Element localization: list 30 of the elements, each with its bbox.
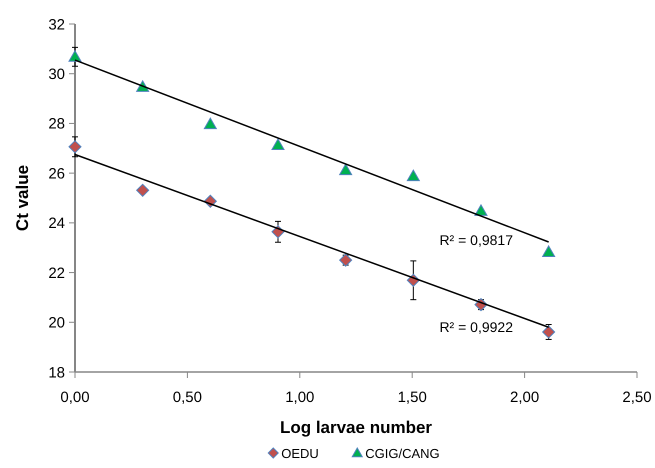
y-tick-label: 28 (48, 116, 65, 133)
x-tick-label: 2,00 (510, 389, 540, 406)
point (339, 254, 352, 267)
point (339, 164, 352, 176)
y-axis-title: Ct value (13, 164, 32, 232)
point (204, 118, 217, 130)
y-tick-label: 18 (48, 364, 65, 382)
annotation: R² = 0,9817 (439, 232, 514, 248)
legend-label: OEDU (281, 446, 319, 461)
point (68, 50, 82, 62)
x-tick-label: 0,00 (60, 389, 90, 406)
annotation: R² = 0,9922 (439, 319, 514, 335)
x-axis-title: Log larvae number (280, 418, 432, 437)
point (474, 204, 488, 216)
point (271, 138, 284, 150)
y-tick-label: 20 (48, 314, 65, 332)
point (68, 140, 82, 154)
legend-label: CGIG/CANG (365, 446, 440, 461)
point (136, 184, 150, 197)
y-tick-label: 26 (48, 165, 65, 182)
y-tick-label: 22 (48, 264, 65, 282)
y-tick-label: 24 (48, 215, 65, 232)
y-tick-label: 32 (48, 16, 65, 34)
x-tick-label: 2,50 (622, 389, 652, 406)
x-tick-label: 0,50 (172, 389, 202, 406)
y-tick-label: 30 (48, 66, 65, 83)
x-tick-label: 1,50 (398, 389, 427, 406)
point (542, 245, 556, 257)
x-tick-label: 1,00 (285, 389, 314, 406)
point (406, 170, 420, 182)
